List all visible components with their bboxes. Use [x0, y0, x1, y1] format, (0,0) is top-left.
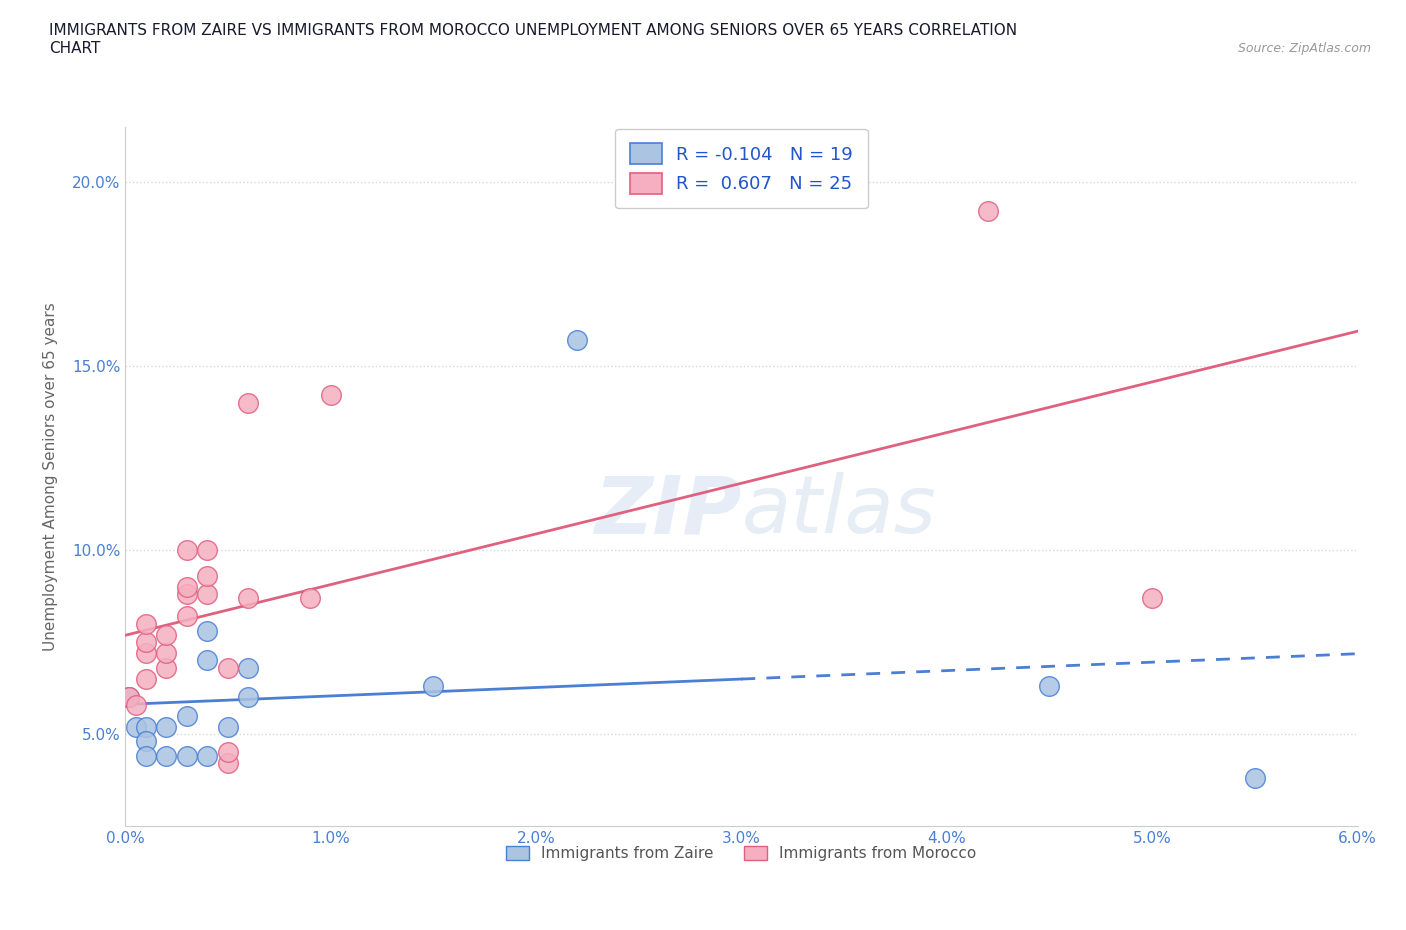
Text: Source: ZipAtlas.com: Source: ZipAtlas.com — [1237, 42, 1371, 55]
Point — [135, 671, 157, 686]
Point — [176, 587, 198, 602]
Point — [238, 591, 260, 605]
Point — [135, 734, 157, 749]
Point — [1140, 591, 1163, 605]
Text: atlas: atlas — [741, 472, 936, 551]
Point — [176, 609, 198, 624]
Legend: Immigrants from Zaire, Immigrants from Morocco: Immigrants from Zaire, Immigrants from M… — [501, 840, 983, 868]
Point — [135, 719, 157, 734]
Point — [155, 660, 177, 675]
Point — [238, 395, 260, 410]
Point — [565, 333, 588, 348]
Point — [422, 679, 444, 694]
Point — [197, 587, 219, 602]
Point — [155, 719, 177, 734]
Point — [197, 568, 219, 583]
Point — [1038, 679, 1060, 694]
Point — [197, 749, 219, 764]
Point — [217, 719, 239, 734]
Point — [299, 591, 322, 605]
Point — [135, 645, 157, 660]
Y-axis label: Unemployment Among Seniors over 65 years: Unemployment Among Seniors over 65 years — [44, 302, 58, 651]
Point — [176, 579, 198, 594]
Point — [176, 542, 198, 557]
Point — [217, 745, 239, 760]
Point — [217, 660, 239, 675]
Point — [977, 204, 1000, 219]
Point — [124, 698, 146, 712]
Point — [197, 623, 219, 638]
Point — [197, 653, 219, 668]
Point — [155, 627, 177, 642]
Text: ZIP: ZIP — [593, 472, 741, 551]
Point — [238, 660, 260, 675]
Point — [1243, 771, 1265, 786]
Point — [135, 749, 157, 764]
Text: IMMIGRANTS FROM ZAIRE VS IMMIGRANTS FROM MOROCCO UNEMPLOYMENT AMONG SENIORS OVER: IMMIGRANTS FROM ZAIRE VS IMMIGRANTS FROM… — [49, 23, 1018, 56]
Point — [238, 690, 260, 705]
Point — [319, 388, 342, 403]
Point — [155, 645, 177, 660]
Point — [118, 690, 141, 705]
Point — [124, 719, 146, 734]
Point — [176, 749, 198, 764]
Point — [135, 634, 157, 649]
Point — [176, 708, 198, 723]
Point — [155, 749, 177, 764]
Point — [135, 616, 157, 631]
Point — [118, 690, 141, 705]
Point — [217, 756, 239, 771]
Point — [197, 542, 219, 557]
